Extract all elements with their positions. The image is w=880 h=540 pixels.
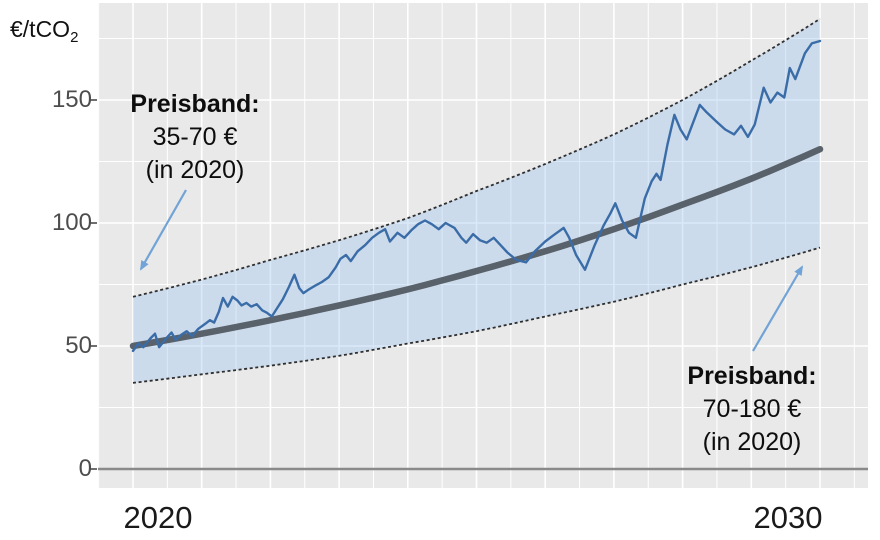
- annotation-left-range: 35-70 €: [152, 123, 238, 151]
- central-price-path-line: [129, 145, 824, 350]
- y-axis-title-main: €/tCO: [10, 16, 71, 42]
- annotation-left-basis: (in 2020): [145, 156, 245, 184]
- y-axis-title: €/tCO2: [10, 16, 79, 46]
- annotation-arrow-left: [140, 189, 187, 271]
- band-upper-dashed-line: [132, 18, 821, 298]
- annotation-preisband-left: Preisband: 35-70 € (in 2020): [100, 88, 290, 187]
- x-tick-label-2030: 2030: [753, 500, 823, 535]
- y-tick-label-100: 100: [51, 209, 92, 236]
- simulated-price-line: [131, 39, 822, 353]
- annotation-arrow-right: [752, 265, 804, 352]
- annotation-preisband-right: Preisband: 70-180 € (in 2020): [657, 360, 847, 459]
- y-axis-title-subscript: 2: [70, 29, 79, 46]
- x-tick-label-2020: 2020: [123, 500, 193, 535]
- annotation-right-heading: Preisband:: [687, 362, 817, 390]
- band-lower-dashed-line: [132, 246, 821, 384]
- minor-gridlines: [98, 3, 868, 488]
- annotation-right-basis: (in 2020): [702, 428, 802, 456]
- y-tick-label-0: 0: [78, 455, 92, 482]
- y-axis-tick-marks: [90, 99, 97, 470]
- y-tick-label-50: 50: [65, 332, 92, 359]
- annotation-left-heading: Preisband:: [130, 90, 260, 118]
- y-tick-label-150: 150: [51, 86, 92, 113]
- annotation-right-range: 70-180 €: [702, 395, 802, 423]
